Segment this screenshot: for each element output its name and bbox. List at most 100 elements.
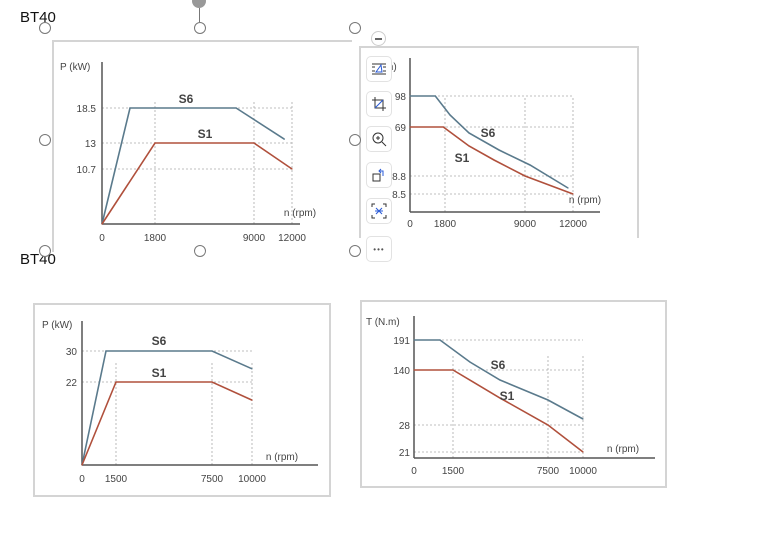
- y-tick-label: 18.5: [77, 104, 97, 115]
- more-icon: •••: [373, 244, 385, 254]
- resize-handle-nw[interactable]: [39, 22, 51, 34]
- y-tick-label: 140: [393, 366, 410, 377]
- data-point: [413, 369, 415, 371]
- chart-1: 0 1800 9000 12000 18.5 13 10.7 P (kW) n (rpm) S6 S…: [60, 62, 316, 244]
- series-label-s6: S6: [179, 92, 194, 106]
- collapse-toolbar-button[interactable]: [371, 31, 386, 46]
- series-line-s6: [81, 350, 253, 466]
- x-tick-label: 1500: [105, 474, 128, 485]
- x-axis-label: n (rpm): [284, 208, 316, 219]
- y-axis-label: P (kW): [42, 320, 72, 331]
- y-tick-label: 21: [399, 448, 411, 459]
- data-point: [493, 159, 495, 161]
- rotate-handle-stem: [199, 8, 200, 22]
- data-point: [409, 126, 411, 128]
- data-point: [235, 107, 237, 109]
- resize-handle-n[interactable]: [194, 22, 206, 34]
- minus-icon: [375, 38, 382, 40]
- chart-image-2[interactable]: [359, 46, 639, 238]
- data-point: [105, 350, 107, 352]
- series-line-s1: [414, 369, 584, 453]
- x-tick-label: 0: [407, 219, 413, 230]
- series-line-s6: [414, 339, 584, 420]
- x-tick-label: 1500: [442, 466, 465, 477]
- series-label-s6: S6: [152, 334, 167, 348]
- data-point: [582, 451, 584, 453]
- y-tick-label: 22: [66, 378, 78, 389]
- fit-button[interactable]: [366, 198, 392, 224]
- zoom-in-button[interactable]: [366, 126, 392, 152]
- series-label-s1: S1: [198, 127, 213, 141]
- data-point: [283, 138, 285, 140]
- series-label-s1: S1: [152, 366, 167, 380]
- x-axis-label: n (rpm): [607, 444, 639, 455]
- data-point: [449, 114, 451, 116]
- text-wrap-button[interactable]: [366, 56, 392, 82]
- y-axis-label: P (kW): [60, 62, 90, 73]
- series-line-s1: [81, 381, 253, 466]
- x-axis-label: n (rpm): [266, 452, 298, 463]
- x-tick-label: 0: [79, 474, 85, 485]
- y-tick-label: 69: [395, 123, 407, 134]
- data-point: [115, 381, 117, 383]
- data-point: [434, 95, 436, 97]
- data-point: [499, 379, 501, 381]
- data-point: [468, 145, 470, 147]
- series-line-s1: [410, 126, 574, 195]
- data-point: [582, 418, 584, 420]
- resize-handle-w[interactable]: [39, 134, 51, 146]
- x-tick-label: 12000: [559, 219, 587, 230]
- x-tick-label: 0: [99, 233, 105, 244]
- x-tick-label: 7500: [201, 474, 224, 485]
- data-point: [452, 369, 454, 371]
- resize-handle-se[interactable]: [349, 245, 361, 257]
- crop-icon: [372, 97, 386, 111]
- data-point: [439, 339, 441, 341]
- data-point: [129, 107, 131, 109]
- x-tick-label: 9000: [514, 219, 537, 230]
- x-tick-label: 1800: [434, 219, 457, 230]
- data-point: [253, 142, 255, 144]
- text-wrap-icon: [372, 63, 386, 75]
- resize-handle-s[interactable]: [194, 245, 206, 257]
- x-tick-label: 10000: [569, 466, 597, 477]
- data-point: [251, 399, 253, 401]
- rotate-handle[interactable]: [192, 0, 206, 8]
- data-point: [469, 361, 471, 363]
- data-point: [529, 164, 531, 166]
- more-button[interactable]: •••: [366, 236, 392, 262]
- data-point: [499, 397, 501, 399]
- fit-icon: [371, 203, 387, 219]
- data-point: [567, 187, 569, 189]
- rotate-icon: [372, 168, 384, 182]
- series-line-s6: [101, 107, 285, 225]
- zoom-in-icon: [372, 132, 387, 147]
- resize-handle-ne[interactable]: [349, 22, 361, 34]
- data-point: [547, 399, 549, 401]
- x-tick-label: 10000: [238, 474, 266, 485]
- rotate-button[interactable]: [366, 162, 392, 188]
- y-tick-label: 8.8: [392, 172, 406, 183]
- y-tick-label: 98: [395, 92, 407, 103]
- data-point: [413, 339, 415, 341]
- chart-3: 0 1500 7500 10000 30 22 P (kW) n (rpm) S6 S1: [42, 320, 318, 485]
- x-axis-label: n (rpm): [569, 195, 601, 206]
- heading-1: BT40: [20, 9, 56, 26]
- y-tick-label: 10.7: [77, 165, 97, 176]
- series-label-s1: S1: [500, 389, 515, 403]
- data-point: [211, 350, 213, 352]
- series-line-s6: [410, 95, 569, 189]
- data-point: [498, 149, 500, 151]
- resize-handle-e[interactable]: [349, 134, 361, 146]
- resize-handle-sw[interactable]: [39, 245, 51, 257]
- x-tick-label: 7500: [537, 466, 560, 477]
- y-tick-label: 191: [393, 336, 410, 347]
- data-point: [572, 193, 574, 195]
- data-point: [251, 368, 253, 370]
- crop-button[interactable]: [366, 91, 392, 117]
- y-tick-label: 28: [399, 421, 411, 432]
- data-point: [101, 223, 103, 225]
- chart-image-4[interactable]: [360, 300, 667, 488]
